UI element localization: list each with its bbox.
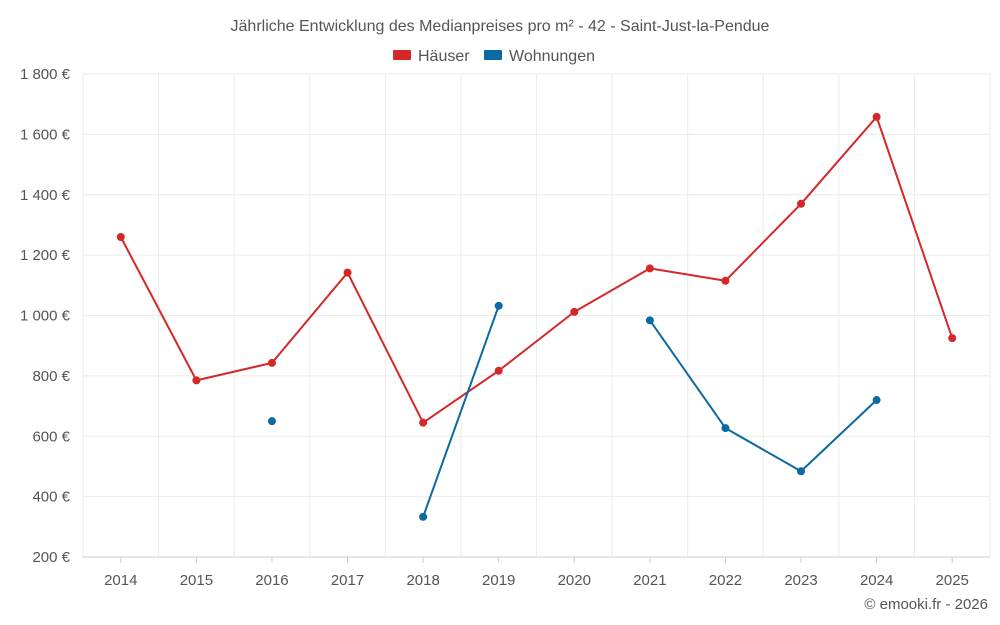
x-tick-label: 2018 <box>406 572 439 589</box>
data-point[interactable] <box>570 307 579 316</box>
data-point[interactable] <box>267 417 276 426</box>
y-tick-label: 400 € <box>32 489 70 506</box>
y-tick-label: 1 800 € <box>20 66 71 83</box>
data-point[interactable] <box>872 396 881 405</box>
data-point[interactable] <box>419 512 428 521</box>
axes: 200 € 400 € 600 € 800 € 1 000 € 1 200 € 1 400 … <box>20 66 990 589</box>
x-tick-label: 2022 <box>709 572 742 589</box>
series-line <box>119 115 954 424</box>
series-0 <box>116 112 957 427</box>
legend-label-haeuser: Häuser <box>418 48 470 65</box>
legend-item-wohnungen[interactable]: Wohnungen <box>484 48 595 65</box>
data-point[interactable] <box>948 334 957 343</box>
y-tick-label: 200 € <box>32 549 70 566</box>
data-point[interactable] <box>721 424 730 433</box>
x-tick-label: 2017 <box>331 572 364 589</box>
x-tick-label: 2023 <box>784 572 817 589</box>
data-point[interactable] <box>645 316 654 325</box>
data-point[interactable] <box>192 376 201 385</box>
x-tick-label: 2025 <box>936 572 969 589</box>
y-tick-label: 1 600 € <box>20 126 71 143</box>
legend: Häuser Wohnungen <box>393 48 595 65</box>
x-tick-label: 2021 <box>633 572 666 589</box>
y-tick-label: 1 000 € <box>20 308 71 325</box>
data-point[interactable] <box>419 418 428 427</box>
x-tick-label: 2015 <box>180 572 213 589</box>
x-tick-label: 2019 <box>482 572 515 589</box>
credit-text: © emooki.fr - 2026 <box>864 596 988 613</box>
y-tick-label: 600 € <box>32 428 70 445</box>
data-point[interactable] <box>494 301 503 310</box>
x-tick-label: 2020 <box>558 572 591 589</box>
chart-title: Jährliche Entwicklung des Medianpreises … <box>231 18 770 35</box>
y-tick-label: 1 400 € <box>20 187 71 204</box>
legend-swatch-haeuser <box>393 50 411 60</box>
data-point[interactable] <box>267 358 276 367</box>
data-point[interactable] <box>721 276 730 285</box>
data-point[interactable] <box>494 366 503 375</box>
series <box>116 112 957 521</box>
x-tick-label: 2016 <box>255 572 288 589</box>
data-point[interactable] <box>872 112 881 121</box>
legend-item-haeuser[interactable]: Häuser <box>393 48 470 65</box>
data-point[interactable] <box>645 264 654 273</box>
y-tick-label: 800 € <box>32 368 70 385</box>
grid <box>82 73 991 558</box>
legend-swatch-wohnungen <box>484 50 502 60</box>
x-tick-label: 2024 <box>860 572 893 589</box>
data-point[interactable] <box>343 268 352 277</box>
series-line <box>649 319 878 473</box>
data-point[interactable] <box>797 199 806 208</box>
series-line <box>422 305 500 518</box>
series-1 <box>267 301 881 521</box>
data-point[interactable] <box>116 233 125 242</box>
y-tick-label: 1 200 € <box>20 247 71 264</box>
data-point[interactable] <box>797 467 806 476</box>
x-tick-label: 2014 <box>104 572 137 589</box>
legend-label-wohnungen: Wohnungen <box>509 48 595 65</box>
